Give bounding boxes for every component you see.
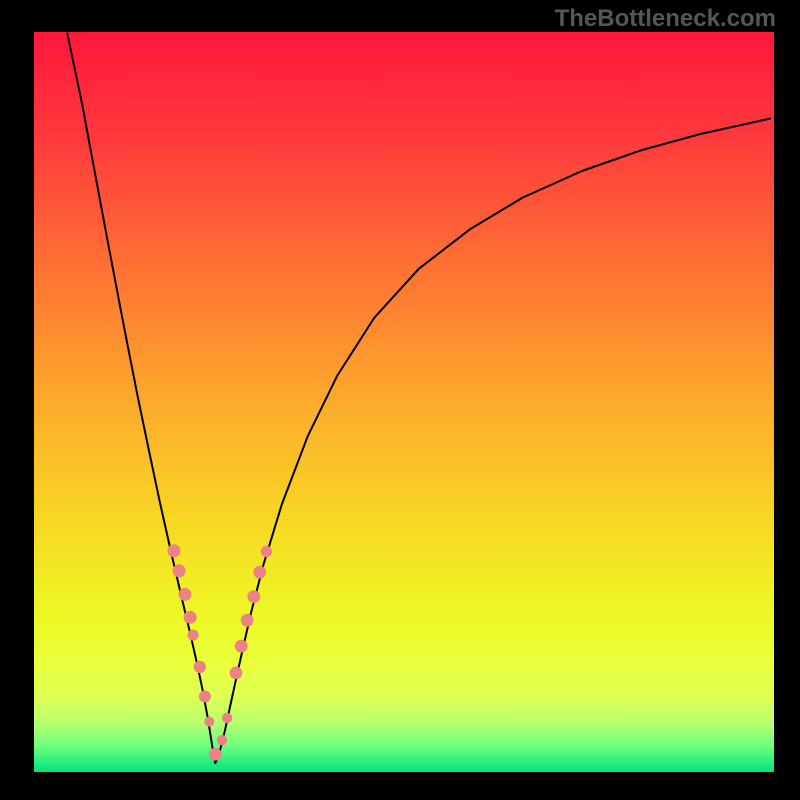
data-marker xyxy=(235,640,248,653)
data-marker xyxy=(247,590,260,603)
data-marker xyxy=(173,564,186,577)
data-marker xyxy=(194,661,206,673)
gradient-background xyxy=(34,32,774,772)
data-marker xyxy=(253,566,266,579)
data-marker xyxy=(217,735,227,745)
data-marker xyxy=(230,666,243,679)
data-marker xyxy=(167,544,180,557)
data-marker xyxy=(209,748,222,761)
plot-area xyxy=(34,32,774,772)
data-marker xyxy=(188,630,199,641)
data-marker xyxy=(261,546,272,557)
data-marker xyxy=(222,713,232,723)
watermark-text: TheBottleneck.com xyxy=(555,5,776,33)
data-marker xyxy=(241,614,254,627)
data-marker xyxy=(178,588,191,601)
plot-svg xyxy=(34,32,774,772)
data-marker xyxy=(184,611,197,624)
stage: TheBottleneck.com xyxy=(0,0,800,800)
data-marker xyxy=(204,717,214,727)
data-marker xyxy=(199,691,211,703)
